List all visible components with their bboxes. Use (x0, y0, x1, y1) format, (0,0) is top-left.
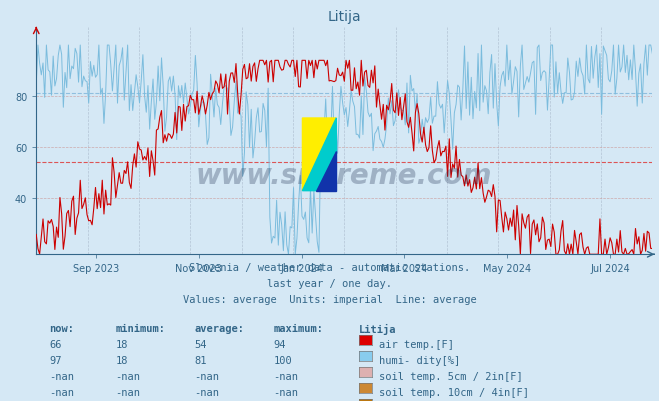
Text: 100: 100 (273, 355, 292, 365)
Text: minimum:: minimum: (115, 323, 165, 333)
Text: -nan: -nan (49, 387, 74, 397)
Text: 54: 54 (194, 339, 207, 349)
Text: -nan: -nan (115, 371, 140, 381)
Text: soil temp. 10cm / 4in[F]: soil temp. 10cm / 4in[F] (379, 387, 529, 397)
Text: 66: 66 (49, 339, 62, 349)
Text: -nan: -nan (194, 387, 219, 397)
Text: -nan: -nan (115, 387, 140, 397)
Text: -nan: -nan (273, 387, 299, 397)
Text: maximum:: maximum: (273, 323, 324, 333)
Text: 81: 81 (194, 355, 207, 365)
Text: 97: 97 (49, 355, 62, 365)
Polygon shape (302, 119, 336, 191)
Text: -nan: -nan (49, 371, 74, 381)
Text: last year / one day.: last year / one day. (267, 279, 392, 289)
Text: www.si-vreme.com: www.si-vreme.com (196, 161, 492, 189)
Polygon shape (302, 119, 336, 191)
Text: Slovenia / weather data - automatic stations.: Slovenia / weather data - automatic stat… (189, 263, 470, 273)
Text: soil temp. 5cm / 2in[F]: soil temp. 5cm / 2in[F] (379, 371, 523, 381)
Text: Litija: Litija (359, 323, 397, 334)
Polygon shape (316, 151, 336, 191)
Text: 18: 18 (115, 355, 128, 365)
Title: Litija: Litija (328, 10, 361, 24)
Text: average:: average: (194, 323, 244, 333)
Text: 94: 94 (273, 339, 286, 349)
Text: now:: now: (49, 323, 74, 333)
Text: humi- dity[%]: humi- dity[%] (379, 355, 460, 365)
Text: -nan: -nan (194, 371, 219, 381)
Text: 18: 18 (115, 339, 128, 349)
Text: air temp.[F]: air temp.[F] (379, 339, 454, 349)
Text: Values: average  Units: imperial  Line: average: Values: average Units: imperial Line: av… (183, 295, 476, 305)
Text: -nan: -nan (273, 371, 299, 381)
